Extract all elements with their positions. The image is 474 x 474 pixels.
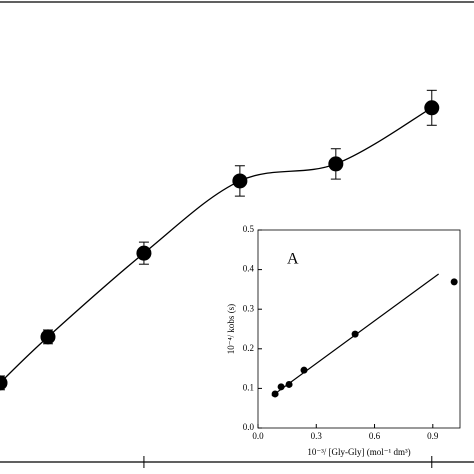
inset-annotation: A <box>287 251 299 268</box>
x-tick-label: 0.3 <box>311 431 323 441</box>
x-tick-label: 0.9 <box>427 431 439 441</box>
point <box>285 380 293 388</box>
y-axis-label: 10⁻⁴/ kobs (s) <box>226 304 236 354</box>
y-tick-label: 0.1 <box>243 382 254 392</box>
point <box>300 366 308 374</box>
x-axis-label: 10⁻³/ [Gly-Gly] (mol⁻¹ dm³) <box>307 447 410 457</box>
point <box>271 390 279 398</box>
x-tick-label: 0.6 <box>369 431 381 441</box>
y-tick-label: 0.2 <box>243 343 254 353</box>
point <box>136 245 152 261</box>
point <box>424 100 440 116</box>
y-tick-label: 0.0 <box>243 422 255 432</box>
inset-frame <box>257 229 461 429</box>
point <box>450 278 458 286</box>
point <box>40 329 56 345</box>
point <box>351 330 359 338</box>
y-tick-label: 0.3 <box>243 303 255 313</box>
point <box>328 156 344 172</box>
y-tick-label: 0.4 <box>243 264 255 274</box>
point <box>0 375 8 391</box>
point <box>277 383 285 391</box>
point <box>232 173 248 189</box>
y-tick-label: 0.5 <box>243 224 255 234</box>
x-tick-label: 0.0 <box>252 431 264 441</box>
